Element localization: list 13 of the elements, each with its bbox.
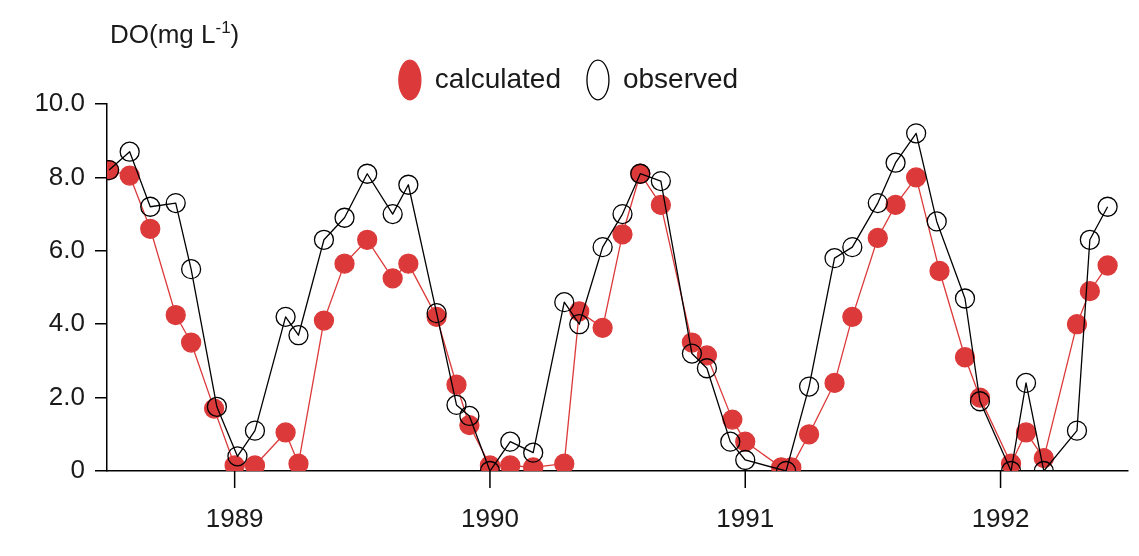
y-tick-label: 6.0: [48, 233, 85, 264]
y-tick-label: 0: [70, 454, 85, 485]
x-tick-label: 1989: [205, 502, 264, 533]
x-tick-label: 1991: [716, 502, 775, 533]
y-tick-label: 10.0: [34, 87, 85, 118]
legend-label: calculated: [434, 62, 561, 94]
legend-label: observed: [622, 62, 739, 94]
y-tick-label: 2.0: [48, 380, 85, 411]
y-tick-label: 4.0: [48, 307, 85, 338]
y-axis-title: DO(mg L$^{-1}$): [110, 18, 240, 50]
x-tick-label: 1990: [461, 502, 519, 533]
y-tick-label: 8.0: [48, 160, 85, 191]
x-tick-label: 1992: [971, 502, 1030, 533]
